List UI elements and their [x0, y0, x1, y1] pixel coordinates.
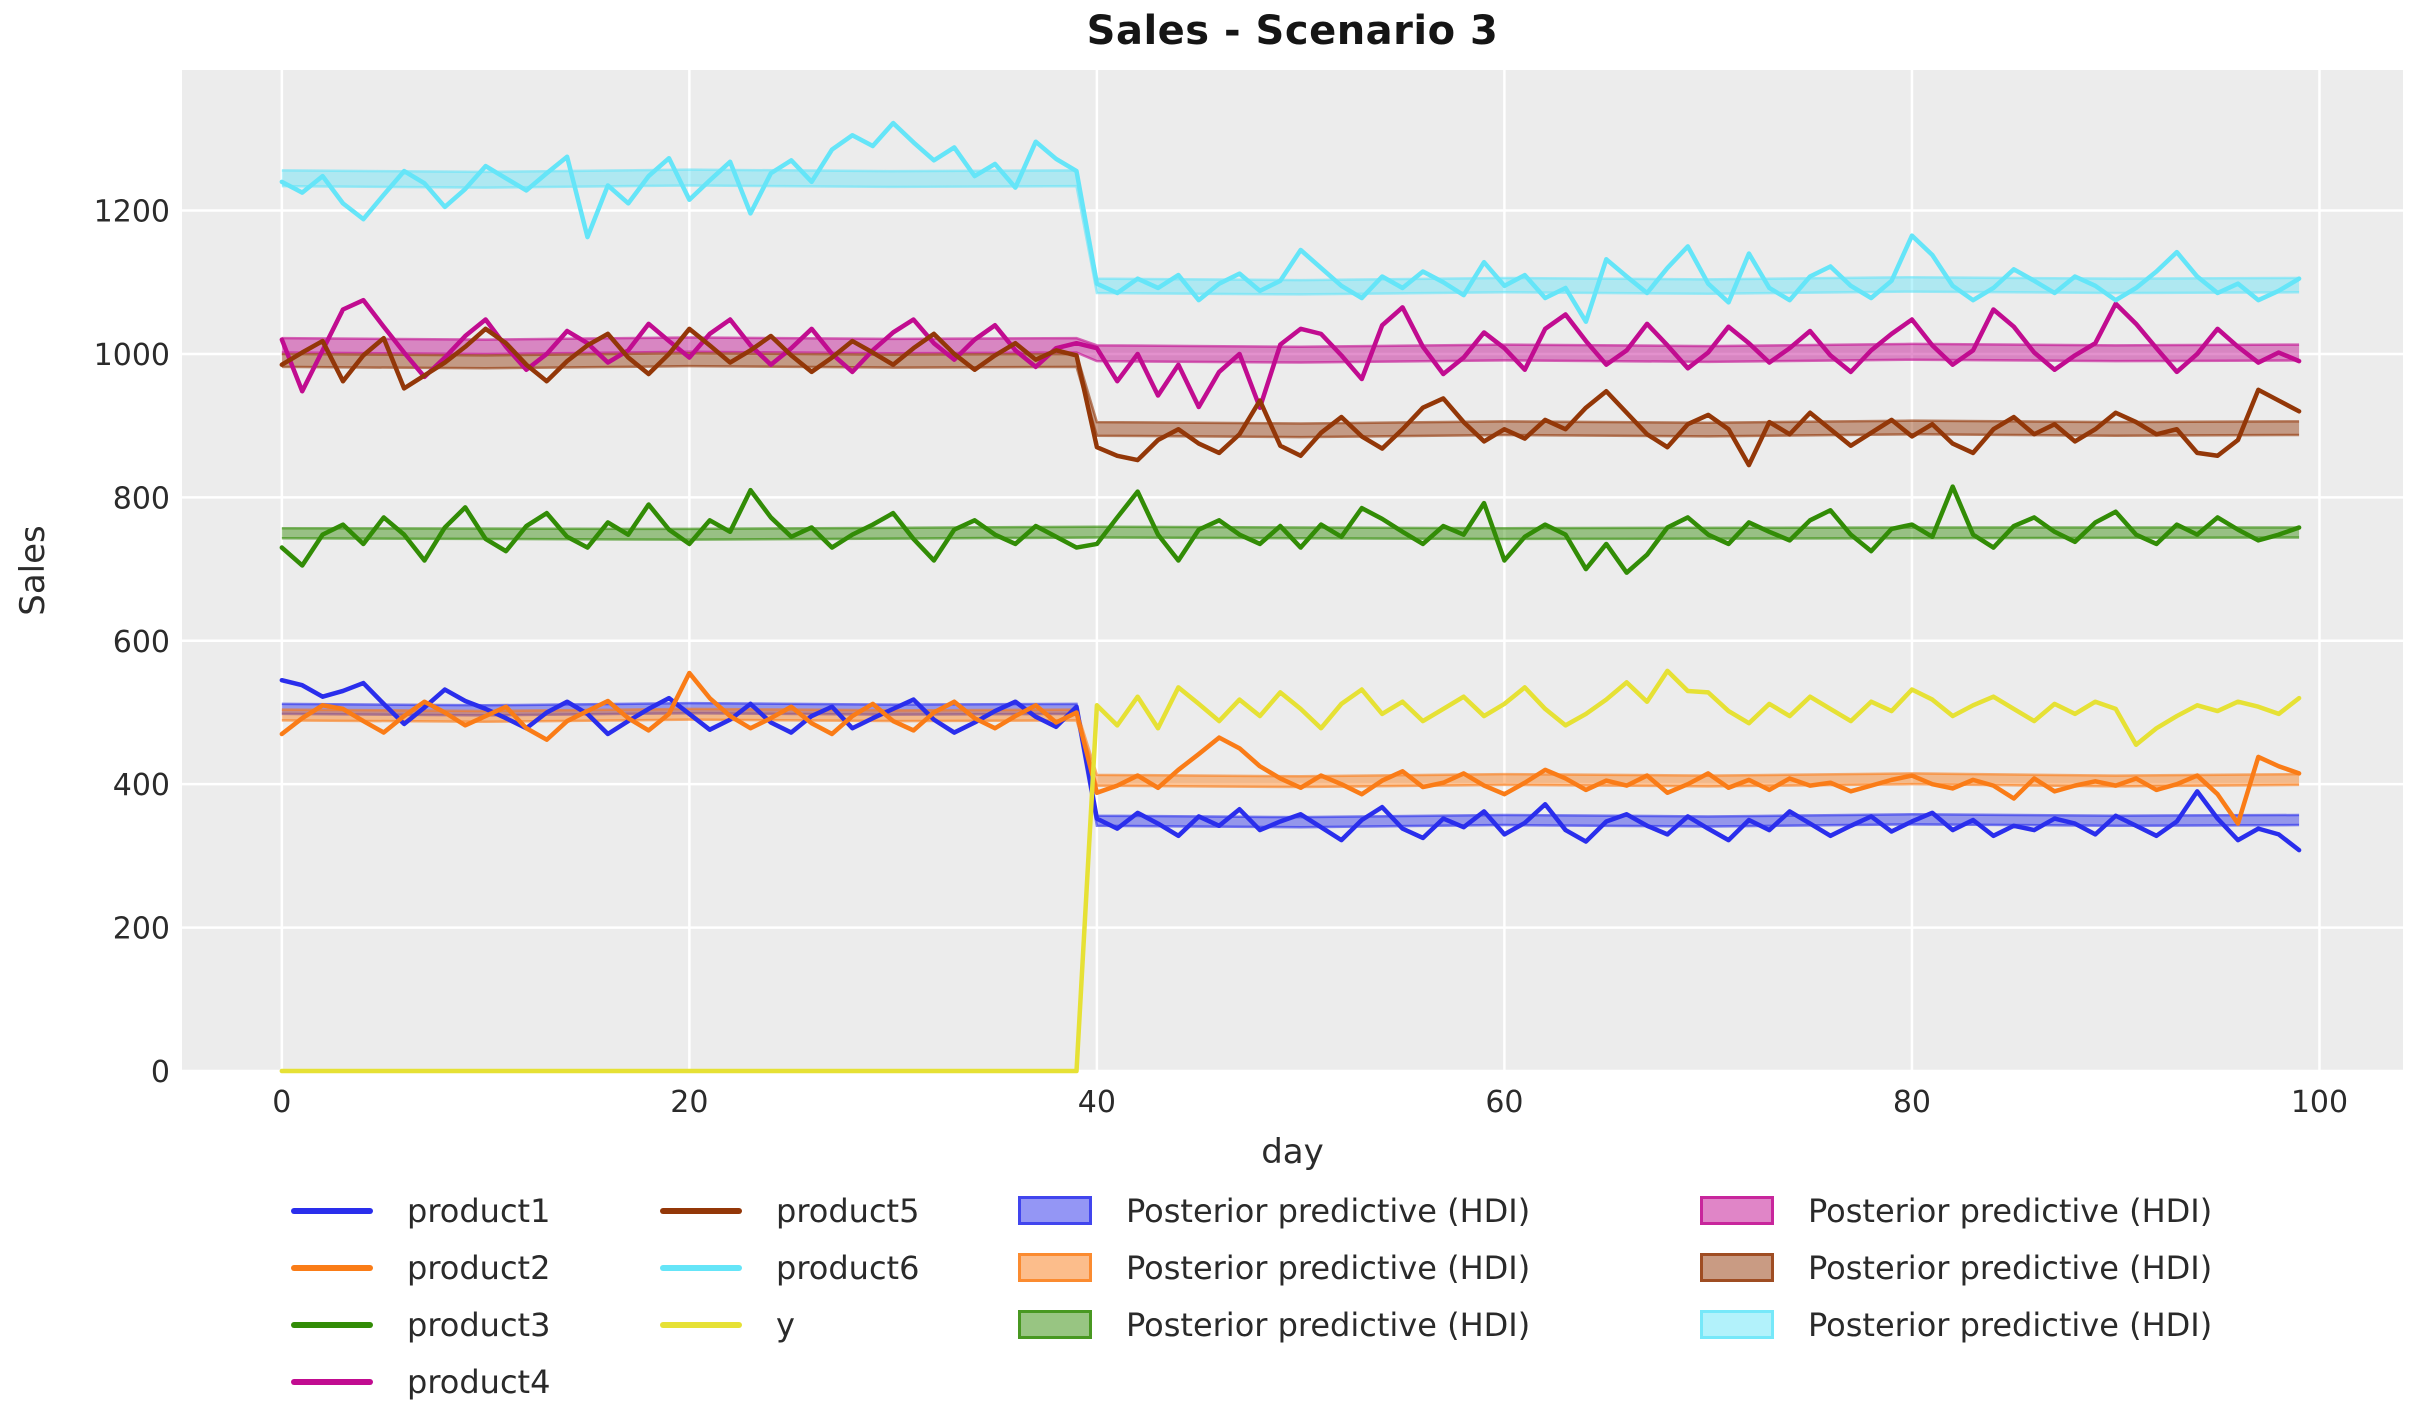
legend-patch-swatch: [1700, 1253, 1774, 1282]
y-tick-label: 800: [113, 481, 170, 516]
legend-column: Posterior predictive (HDI) Posterior pre…: [1700, 1182, 2212, 1353]
hdi-band-edge-lo-product6: [281, 184, 2300, 296]
legend-label: product5: [776, 1191, 920, 1230]
series-line-product1: [279, 677, 2302, 853]
axes-background: [182, 70, 2403, 1071]
hdi-band-edge-hi-product5: [281, 351, 2300, 425]
legend-line-swatch: [291, 1321, 373, 1328]
legend-label: product6: [776, 1248, 920, 1287]
legend-patch-swatch: [1700, 1310, 1774, 1339]
legend-item: product3: [291, 1296, 550, 1353]
legend-label: Posterior predictive (HDI): [1808, 1305, 2213, 1344]
legend-label: product4: [407, 1362, 551, 1401]
legend-label: Posterior predictive (HDI): [1808, 1191, 2213, 1230]
hdi-band-product6: [281, 169, 2300, 295]
series-line-product4: [279, 297, 2302, 410]
legend-label: Posterior predictive (HDI): [1808, 1248, 2213, 1287]
legend-line-swatch: [660, 1207, 742, 1214]
x-tick-label: 0: [272, 1085, 291, 1120]
legend-line-swatch: [660, 1321, 742, 1328]
legend-line-swatch: [291, 1378, 373, 1385]
legend-line-swatch: [660, 1264, 742, 1271]
y-axis-label: Sales: [13, 525, 53, 616]
chart-title: Sales - Scenario 3: [1086, 8, 1499, 54]
x-tick-label: 40: [1078, 1085, 1116, 1120]
y-tick-label: 1000: [94, 338, 170, 373]
legend-line-swatch: [291, 1207, 373, 1214]
hdi-band-edge-lo-product2: [281, 718, 2300, 789]
legend-item: product2: [291, 1239, 550, 1296]
legend-column: product1 product2 product3 product4: [291, 1182, 550, 1410]
legend-patch-swatch: [1018, 1310, 1092, 1339]
legend-line-swatch: [291, 1264, 373, 1271]
hdi-band-product4: [281, 337, 2300, 363]
legend-patch-swatch: [1700, 1196, 1774, 1225]
legend-label: Posterior predictive (HDI): [1126, 1305, 1531, 1344]
series-line-product6: [279, 120, 2302, 324]
legend-patch-swatch: [1018, 1253, 1092, 1282]
y-tick-label: 1200: [94, 195, 170, 230]
legend-item: Posterior predictive (HDI): [1700, 1182, 2212, 1239]
x-tick-label: 20: [670, 1085, 708, 1120]
chart-legend: product1 product2 product3 product4 prod…: [0, 1182, 2423, 1422]
series-line-product3: [279, 484, 2302, 575]
legend-item: product1: [291, 1182, 550, 1239]
legend-item: Posterior predictive (HDI): [1700, 1239, 2212, 1296]
legend-item: y: [660, 1296, 919, 1353]
legend-item: product6: [660, 1239, 919, 1296]
legend-item: Posterior predictive (HDI): [1700, 1296, 2212, 1353]
y-tick-label: 600: [113, 625, 170, 660]
x-tick-label: 80: [1893, 1085, 1931, 1120]
legend-patch-swatch: [1018, 1196, 1092, 1225]
legend-item: Posterior predictive (HDI): [1018, 1182, 1530, 1239]
hdi-band-edge-hi-product4: [281, 336, 2300, 349]
legend-label: y: [776, 1305, 795, 1344]
legend-label: Posterior predictive (HDI): [1126, 1248, 1531, 1287]
x-tick-label: 60: [1485, 1085, 1523, 1120]
y-tick-label: 0: [151, 1055, 170, 1090]
legend-label: product2: [407, 1248, 551, 1287]
y-tick-label: 200: [113, 912, 170, 947]
legend-label: product3: [407, 1305, 551, 1344]
legend-label: product1: [407, 1191, 551, 1230]
legend-item: Posterior predictive (HDI): [1018, 1296, 1530, 1353]
series-line-product5: [279, 326, 2302, 468]
series-line-y: [279, 668, 2302, 1074]
legend-item: Posterior predictive (HDI): [1018, 1239, 1530, 1296]
y-tick-label: 400: [113, 768, 170, 803]
legend-column: product5 product6 y: [660, 1182, 919, 1353]
hdi-band-edge-hi-product2: [281, 707, 2300, 778]
legend-column: Posterior predictive (HDI) Posterior pre…: [1018, 1182, 1530, 1353]
series-line-product2: [279, 670, 2302, 826]
x-axis-label: day: [1261, 1132, 1324, 1172]
legend-item: product4: [291, 1353, 550, 1410]
legend-item: product5: [660, 1182, 919, 1239]
legend-label: Posterior predictive (HDI): [1126, 1191, 1531, 1230]
x-tick-label: 100: [2291, 1085, 2348, 1120]
